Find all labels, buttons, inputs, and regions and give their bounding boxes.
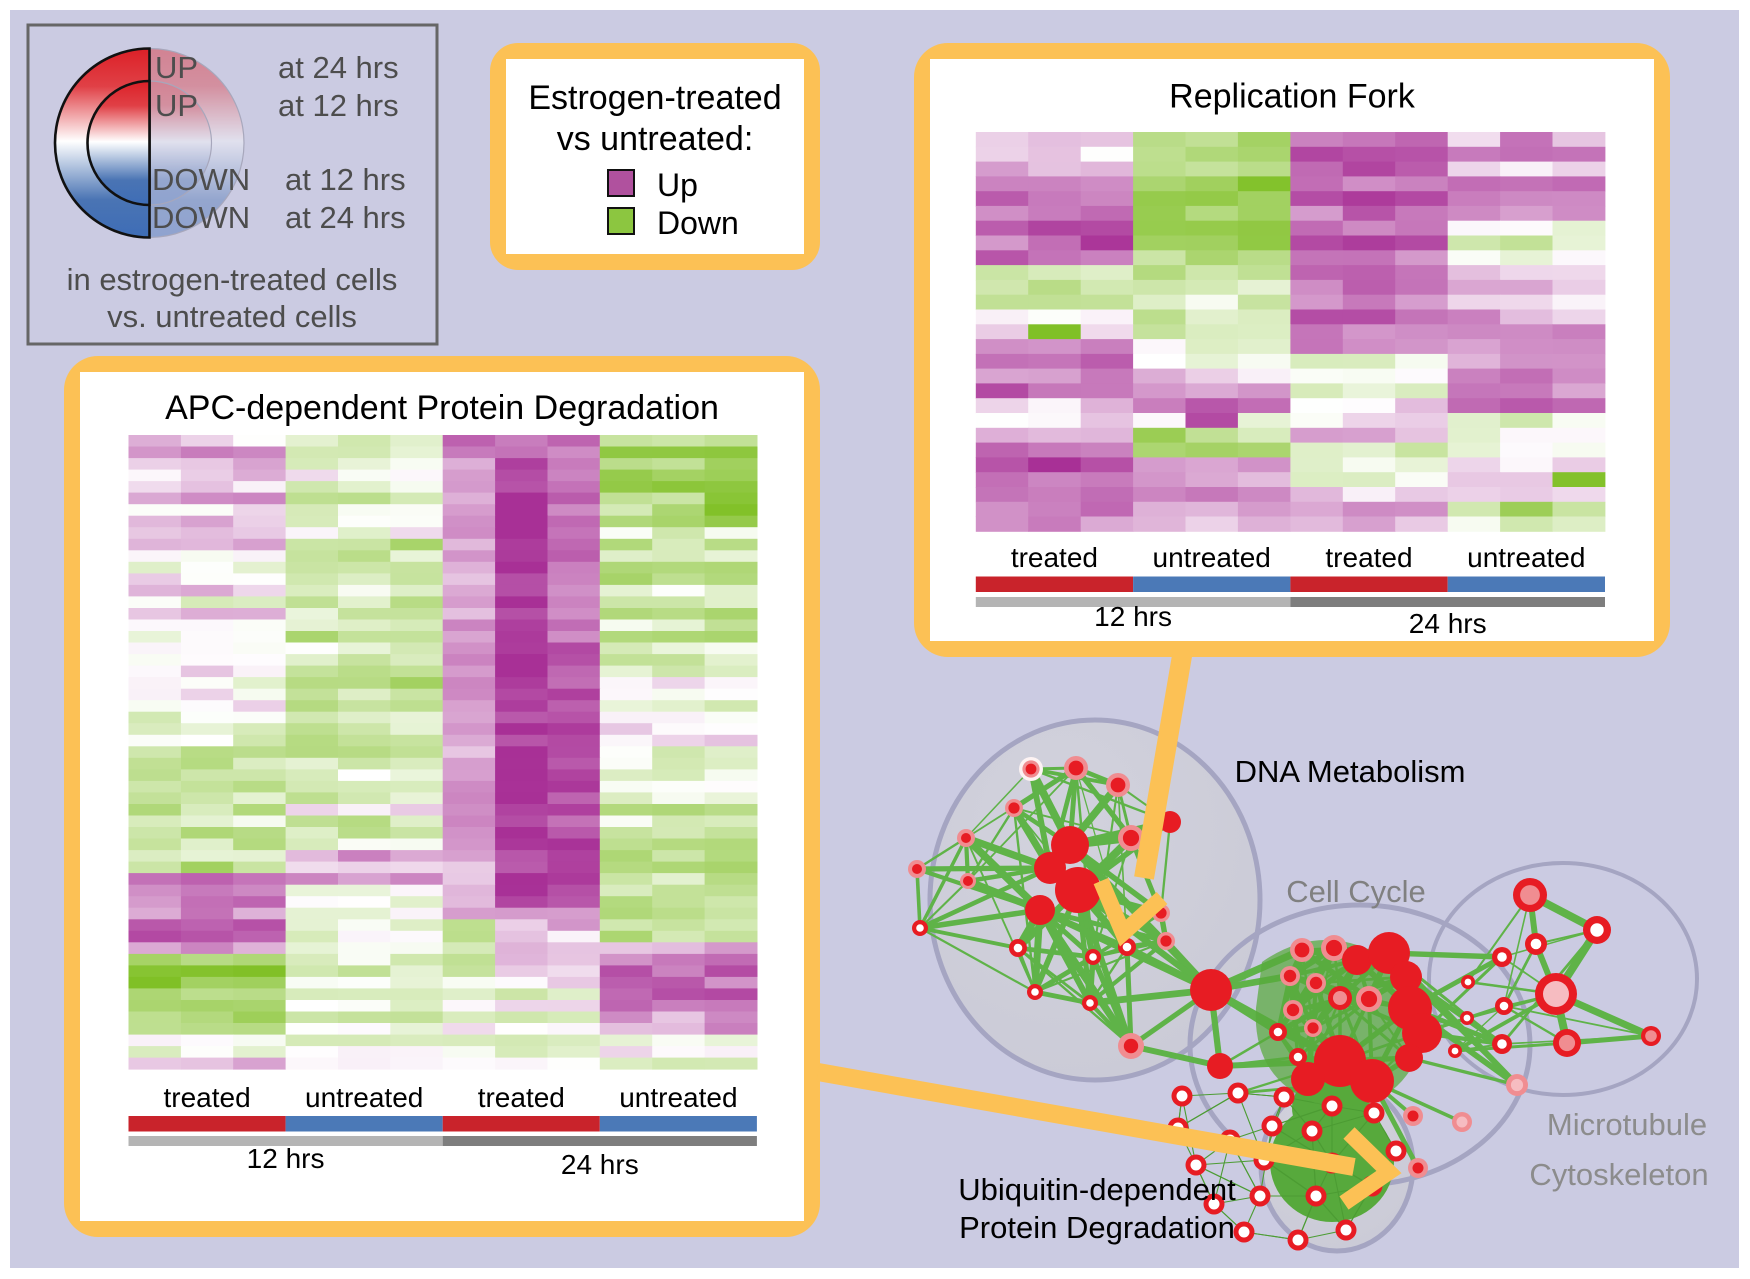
svg-text:untreated: untreated xyxy=(1153,542,1271,573)
svg-text:at 24 hrs: at 24 hrs xyxy=(285,200,406,235)
svg-text:12 hrs: 12 hrs xyxy=(1094,601,1172,632)
svg-text:24 hrs: 24 hrs xyxy=(1409,608,1487,639)
svg-text:in estrogen-treated cells: in estrogen-treated cells xyxy=(67,262,398,297)
svg-text:24 hrs: 24 hrs xyxy=(561,1149,639,1180)
svg-text:APC-dependent Protein Degradat: APC-dependent Protein Degradation xyxy=(165,389,719,427)
svg-text:untreated: untreated xyxy=(1467,542,1585,573)
svg-text:untreated: untreated xyxy=(305,1082,423,1113)
svg-text:at 24 hrs: at 24 hrs xyxy=(278,50,399,85)
svg-text:Cell Cycle: Cell Cycle xyxy=(1286,874,1426,909)
svg-text:UP: UP xyxy=(155,50,198,85)
svg-text:vs. untreated cells: vs. untreated cells xyxy=(107,299,357,334)
svg-text:Microtubule: Microtubule xyxy=(1547,1107,1707,1142)
svg-text:vs untreated:: vs untreated: xyxy=(557,120,754,158)
svg-text:DOWN: DOWN xyxy=(152,162,250,197)
svg-text:treated: treated xyxy=(478,1082,565,1113)
svg-text:12 hrs: 12 hrs xyxy=(247,1143,325,1174)
svg-text:Down: Down xyxy=(657,205,739,241)
svg-text:at 12 hrs: at 12 hrs xyxy=(278,88,399,123)
svg-text:treated: treated xyxy=(164,1082,251,1113)
svg-text:at 12 hrs: at 12 hrs xyxy=(285,162,406,197)
svg-text:Replication Fork: Replication Fork xyxy=(1169,78,1416,116)
svg-text:DOWN: DOWN xyxy=(152,200,250,235)
svg-text:untreated: untreated xyxy=(619,1082,737,1113)
svg-text:Up: Up xyxy=(657,167,698,203)
svg-text:UP: UP xyxy=(155,88,198,123)
svg-text:Ubiquitin-dependent: Ubiquitin-dependent xyxy=(958,1172,1236,1207)
svg-text:treated: treated xyxy=(1325,542,1412,573)
svg-text:Estrogen-treated: Estrogen-treated xyxy=(528,79,781,117)
svg-text:Cytoskeleton: Cytoskeleton xyxy=(1529,1157,1708,1192)
svg-text:Protein Degradation: Protein Degradation xyxy=(959,1210,1235,1245)
svg-text:treated: treated xyxy=(1011,542,1098,573)
svg-text:DNA Metabolism: DNA Metabolism xyxy=(1235,754,1466,789)
